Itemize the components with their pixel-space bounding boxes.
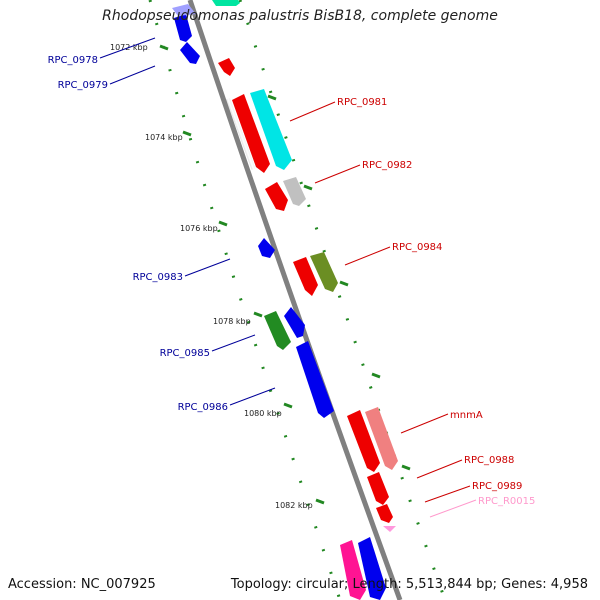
map-title: Rhodopseudomonas palustris BisB18, compl… <box>102 8 498 24</box>
gene-label-rpc0986[interactable]: RPC_0986 <box>178 402 228 413</box>
gene-rpc0982-gray <box>283 177 306 206</box>
gene-label-rpc0984[interactable]: RPC_0984 <box>392 242 442 253</box>
gene-top-green <box>212 0 240 6</box>
accession-text: Accession: NC_007925 <box>8 577 156 592</box>
gene-rpc0985-green <box>264 311 291 350</box>
gene-top-lightblue <box>172 4 196 16</box>
gene-bottom-magenta <box>340 540 366 600</box>
gene-bottom-blue <box>358 537 386 600</box>
gene-label-group: RPC_0978 RPC_0979 RPC_0981 RPC_0982 RPC_… <box>48 55 536 507</box>
gene-rpc0989 <box>376 504 393 523</box>
scale-ticks <box>159 44 411 505</box>
gene-label-rpc0988[interactable]: RPC_0988 <box>464 455 514 466</box>
gene-label-rpc0983[interactable]: RPC_0983 <box>133 272 183 283</box>
gene-rpc0988 <box>367 472 389 505</box>
gene-label-rpc0982[interactable]: RPC_0982 <box>362 160 412 171</box>
gene-rpc0982-red <box>265 182 288 211</box>
gene-rpc0985-blue <box>284 307 305 338</box>
scale-label-1078: 1078 kbp <box>213 317 251 326</box>
gene-label-rpc0981[interactable]: RPC_0981 <box>337 97 387 108</box>
scale-label-1074: 1074 kbp <box>145 133 183 142</box>
gene-rpc0984-olive <box>310 252 338 292</box>
scale-label-1076: 1076 kbp <box>180 224 218 233</box>
label-connectors <box>99 37 477 518</box>
genome-backbone <box>187 0 403 600</box>
outer-dotted-ring <box>238 0 447 600</box>
gene-rpc0980 <box>218 58 235 76</box>
forward-genes <box>212 0 398 600</box>
gene-rpcR0015 <box>383 526 396 532</box>
genome-summary-text: Topology: circular; Length: 5,513,844 bp… <box>230 577 588 592</box>
gene-rpc0983 <box>258 238 275 258</box>
reverse-genes <box>172 4 334 418</box>
gene-label-mnmA[interactable]: mnmA <box>450 410 483 421</box>
scale-label-1080: 1080 kbp <box>244 409 282 418</box>
inner-dotted-ring <box>148 0 342 600</box>
gene-label-rpc0978[interactable]: RPC_0978 <box>48 55 98 66</box>
gene-rpc0986 <box>296 341 334 418</box>
gene-rpc0987-red <box>347 410 380 472</box>
gene-rpc0979 <box>180 42 200 64</box>
gene-label-rpc0989[interactable]: RPC_0989 <box>472 481 522 492</box>
gene-label-rpc0985[interactable]: RPC_0985 <box>160 348 210 359</box>
gene-rpc0981-red <box>232 94 270 173</box>
gene-label-rpc0979[interactable]: RPC_0979 <box>58 80 108 91</box>
gene-label-rpcR0015[interactable]: RPC_R0015 <box>478 496 535 507</box>
gene-rpc0984-red <box>293 257 318 296</box>
scale-label-1082: 1082 kbp <box>275 501 313 510</box>
gene-mnmA <box>365 407 398 470</box>
gene-top-blue-1 <box>174 14 192 42</box>
gene-rpc0981-cyan <box>250 89 292 170</box>
